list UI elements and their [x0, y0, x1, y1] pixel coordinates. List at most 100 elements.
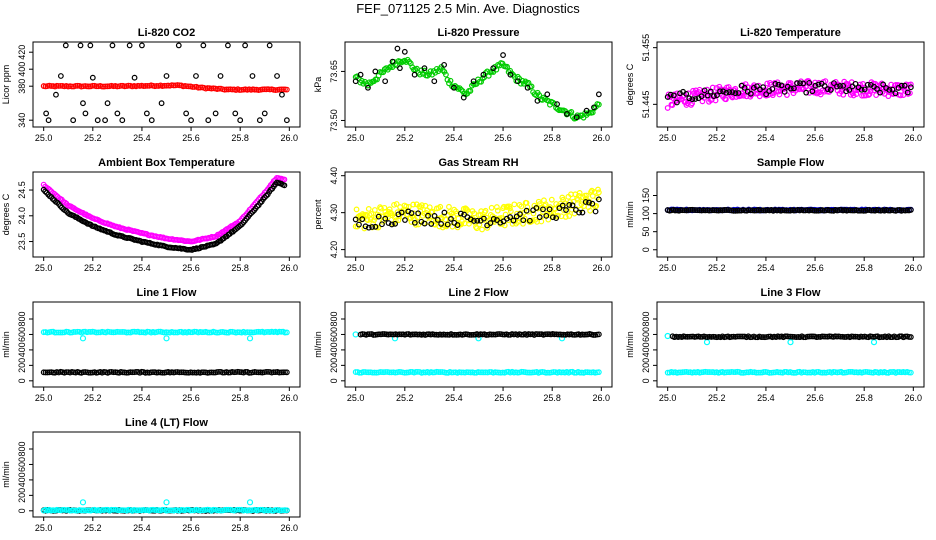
line4-point — [102, 506, 109, 513]
pressure-point — [573, 114, 580, 121]
line3-point — [791, 369, 797, 376]
line1-ytick-label: 400 — [17, 342, 27, 357]
line3-point — [755, 369, 762, 376]
rh-point — [500, 203, 507, 210]
co2-point — [142, 83, 149, 89]
line1-point — [176, 328, 183, 335]
licor-temp-point — [907, 81, 914, 88]
line2-point — [364, 369, 370, 376]
licor-temp-point — [846, 84, 853, 91]
licor-temp-point — [897, 92, 904, 99]
rh-point — [540, 206, 546, 213]
line1-point — [170, 329, 177, 336]
rh-point — [566, 202, 573, 208]
co2-point — [57, 73, 64, 79]
line4-point — [152, 507, 158, 513]
rh-plot-frame — [344, 171, 613, 258]
rh-title: Gas Stream RH — [438, 157, 518, 169]
licor-temp-point — [729, 94, 736, 101]
pressure-point — [441, 61, 448, 68]
licor-temp-point — [714, 92, 720, 99]
licor-temp-point — [717, 88, 723, 95]
licor-temp-point — [698, 93, 705, 100]
rh-point — [507, 205, 513, 212]
rh-point — [548, 196, 555, 203]
line2-point — [582, 369, 589, 376]
rh-point — [511, 201, 518, 208]
pressure-xtick-label: 26.0 — [593, 133, 611, 143]
line2-point — [471, 369, 478, 376]
co2-point — [237, 117, 244, 124]
rh-panel: Gas Stream RH percent 25.0 25.2 25.4 25.6 25.8… — [313, 157, 613, 273]
rh-point — [497, 219, 504, 226]
line1-outlier-point — [246, 335, 254, 342]
rh-point — [533, 205, 540, 211]
rh-point — [562, 214, 569, 220]
licor-temp-point — [837, 83, 843, 89]
line1-point — [242, 368, 249, 375]
co2-xtick-label: 25.0 — [35, 133, 53, 143]
rh-xtick-label: 25.2 — [396, 263, 414, 273]
licor-temp-point — [880, 81, 887, 88]
line1-point — [283, 329, 290, 336]
rh-point — [410, 201, 417, 208]
licor-temp-point — [840, 91, 847, 98]
co2-point — [139, 42, 145, 49]
rh-point — [458, 221, 465, 228]
co2-point — [205, 117, 212, 124]
co2-point — [45, 117, 52, 124]
sample-flow-point — [811, 207, 818, 214]
co2-point — [70, 117, 77, 124]
line1-point — [95, 329, 102, 336]
box-temp-xtick-label: 25.6 — [182, 263, 200, 273]
line1-xtick-label: 25.2 — [84, 393, 102, 403]
line2-point — [477, 369, 483, 376]
pressure-point — [470, 78, 477, 85]
line1-panel: Line 1 Flow ml/min 25.0 25.2 25.4 25.6 25.8 26.… — [1, 287, 301, 403]
co2-series-0 — [40, 82, 290, 94]
licor-temp-point — [866, 91, 873, 97]
licor-temp-ytick-label: 51.455 — [641, 34, 651, 62]
rh-point — [378, 205, 384, 212]
line4-xtick-label: 26.0 — [281, 523, 299, 533]
licor-temp-point — [840, 82, 847, 89]
rh-point — [576, 189, 583, 196]
rh-point — [379, 221, 385, 228]
line2-point — [435, 369, 442, 375]
co2-point — [86, 83, 92, 90]
pressure-point — [394, 45, 401, 52]
line2-point — [590, 332, 597, 338]
box-temp-title: Ambient Box Temperature — [98, 157, 235, 169]
co2-point — [225, 42, 231, 49]
rh-point — [569, 202, 576, 209]
line1-ytick-label: 0 — [17, 378, 27, 383]
line3-point — [896, 333, 903, 340]
co2-point — [57, 82, 64, 89]
rh-point — [559, 202, 566, 209]
licor-temp-point — [769, 86, 776, 92]
licor-temp-point — [741, 84, 748, 91]
pressure-point — [583, 107, 590, 114]
line1-point — [199, 369, 205, 376]
pressure-ylabel: kPa — [313, 77, 323, 93]
co2-point — [119, 117, 126, 124]
pressure-point — [352, 78, 359, 85]
co2-ylabel: Licor ppm — [1, 65, 11, 105]
licor-temp-point — [707, 88, 714, 95]
line2-point — [352, 369, 359, 375]
line4-point — [280, 507, 286, 514]
line3-ytick-label: 200 — [641, 358, 651, 373]
line3-point — [704, 369, 711, 375]
licor-temp-point — [775, 81, 782, 88]
co2-point — [153, 83, 160, 89]
line3-outlier-point — [664, 332, 671, 340]
line1-ytick-label: 800 — [17, 311, 27, 326]
sample-flow-point — [693, 207, 699, 214]
box-temp-xtick-label: 26.0 — [281, 263, 299, 273]
pressure-point — [507, 71, 514, 78]
licor-temp-point — [692, 96, 699, 102]
licor-temp-point — [710, 93, 717, 100]
licor-temp-point — [901, 82, 908, 89]
line3-outlier-point — [870, 339, 878, 346]
line2-point — [542, 331, 549, 338]
